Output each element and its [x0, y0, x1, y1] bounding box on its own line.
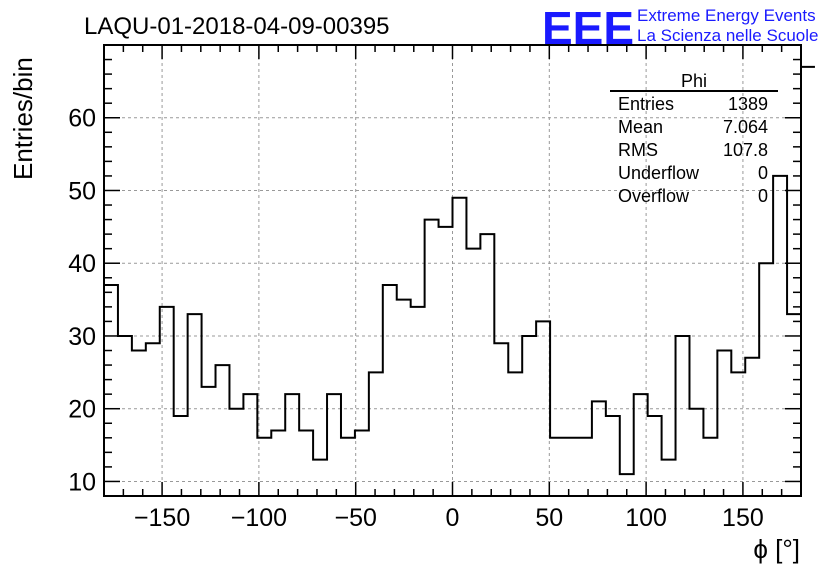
- stats-title: Phi: [681, 71, 707, 91]
- axis-ticks: [103, 45, 802, 496]
- stats-row-label: Underflow: [618, 163, 700, 183]
- x-tick-label: 50: [535, 504, 563, 532]
- stats-row-label: Overflow: [618, 186, 690, 206]
- run-title: LAQU-01-2018-04-09-00395: [84, 13, 390, 40]
- y-tick-label: 40: [68, 250, 96, 278]
- stats-rows: Entries 1389 Mean 7.064 RMS 107.8 Underflow 0 Ov…: [618, 94, 768, 206]
- grid-lines: [104, 45, 801, 496]
- stats-row-value: 1389: [728, 94, 768, 114]
- stats-row-label: Mean: [618, 117, 663, 137]
- stats-row-value: 7.064: [723, 117, 768, 137]
- stats-box: Phi Entries 1389 Mean 7.064 RMS 107.8 Underflo…: [610, 71, 778, 206]
- x-tick-label: −50: [334, 504, 376, 532]
- stats-row-label: Entries: [618, 94, 674, 114]
- x-tick-label: 100: [625, 504, 667, 532]
- y-tick-label: 30: [68, 323, 96, 351]
- brand-line-2: La Scienza nelle Scuole: [637, 26, 818, 45]
- y-tick-label: 10: [68, 468, 96, 496]
- y-axis-label: Entries/bin: [8, 57, 38, 180]
- axis-tick-labels: −150 −100 −50 0 50 100 150 10 20 30 40 50 60: [68, 105, 764, 532]
- y-tick-label: 60: [68, 105, 96, 133]
- y-tick-label: 20: [68, 396, 96, 424]
- stats-row-value: 0: [758, 163, 768, 183]
- brand-line-1: Extreme Energy Events: [637, 6, 816, 25]
- x-tick-label: 150: [722, 504, 764, 532]
- x-tick-label: −100: [231, 504, 287, 532]
- eee-logo: EEE: [542, 2, 634, 54]
- x-axis-label: ϕ [°]: [753, 534, 800, 564]
- x-tick-label: 0: [446, 504, 460, 532]
- x-tick-label: −150: [134, 504, 190, 532]
- stats-row-value: 0: [758, 186, 768, 206]
- histogram-outline: [104, 65, 815, 476]
- y-tick-label: 50: [68, 177, 96, 205]
- stats-row-label: RMS: [618, 140, 658, 160]
- stats-row-value: 107.8: [723, 140, 768, 160]
